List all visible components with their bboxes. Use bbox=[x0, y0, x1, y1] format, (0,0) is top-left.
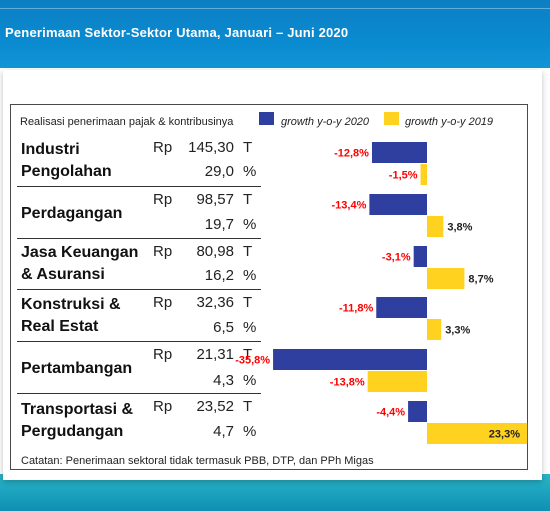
currency-label: Rp bbox=[153, 294, 173, 311]
data-label-2019: 8,7% bbox=[468, 274, 493, 286]
data-label-2020: -4,4% bbox=[376, 407, 405, 419]
bar-2019 bbox=[427, 319, 442, 340]
data-label-2020: -3,1% bbox=[382, 252, 411, 264]
row-separator bbox=[17, 186, 261, 187]
legend-swatch-2019 bbox=[384, 112, 399, 125]
data-label-2019: -13,8% bbox=[330, 377, 365, 389]
currency-label: Rp bbox=[153, 346, 173, 363]
bar-2019 bbox=[367, 371, 427, 392]
bar-2020 bbox=[413, 246, 427, 267]
data-label-2020: -12,8% bbox=[334, 148, 369, 160]
share-value: 4,7 bbox=[213, 423, 234, 440]
header-band bbox=[0, 0, 550, 68]
currency-label: Rp bbox=[153, 139, 173, 156]
sector-name: Industri bbox=[21, 141, 80, 158]
bar-2019 bbox=[427, 423, 528, 444]
revenue-unit: T bbox=[243, 139, 253, 156]
footer-band bbox=[0, 474, 550, 511]
bar-2020 bbox=[408, 401, 427, 422]
share-value: 4,3 bbox=[213, 372, 234, 389]
data-label-2020: -13,4% bbox=[332, 200, 367, 212]
sector-name: Perdagangan bbox=[21, 205, 123, 222]
revenue-value: 23,52 bbox=[196, 398, 234, 415]
legend-label-2020: growth y-o-y 2020 bbox=[281, 116, 370, 128]
page-title: Penerimaan Sektor-Sektor Utama, Januari … bbox=[5, 25, 349, 40]
data-label-2019: 3,8% bbox=[447, 222, 472, 234]
revenue-value: 21,31 bbox=[196, 346, 234, 363]
legend-swatch-2020 bbox=[259, 112, 274, 125]
row-separator bbox=[17, 238, 261, 239]
bar-2020 bbox=[371, 142, 427, 163]
sector-name: Transportasi & bbox=[21, 401, 134, 418]
data-label-2019: 23,3% bbox=[489, 429, 520, 441]
sector-name: Jasa Keuangan bbox=[21, 244, 139, 261]
share-unit: % bbox=[243, 372, 257, 389]
revenue-unit: T bbox=[243, 294, 253, 311]
currency-label: Rp bbox=[153, 398, 173, 415]
share-unit: % bbox=[243, 319, 257, 336]
revenue-unit: T bbox=[243, 191, 253, 208]
sector-name-line2: Pengolahan bbox=[21, 163, 112, 180]
currency-label: Rp bbox=[153, 243, 173, 260]
bar-2019 bbox=[427, 216, 444, 237]
bar-2020 bbox=[369, 194, 427, 215]
data-label-2020: -11,8% bbox=[339, 303, 373, 315]
sector-name: Pertambangan bbox=[21, 360, 133, 377]
footnote: Catatan: Penerimaan sektoral tidak terma… bbox=[21, 455, 374, 467]
sector-name-line2: Real Estat bbox=[21, 318, 99, 335]
revenue-unit: T bbox=[243, 398, 253, 415]
revenue-unit: T bbox=[243, 346, 253, 363]
row-separator bbox=[17, 341, 261, 342]
sector-name-line2: & Asuransi bbox=[21, 266, 105, 283]
sector-name: Konstruksi & bbox=[21, 296, 121, 313]
data-label-2019: 3,3% bbox=[445, 325, 470, 337]
revenue-unit: T bbox=[243, 243, 253, 260]
bar-2020 bbox=[273, 349, 427, 370]
legend-label-2019: growth y-o-y 2019 bbox=[405, 116, 494, 128]
share-value: 29,0 bbox=[204, 163, 234, 180]
row-separator bbox=[17, 393, 261, 394]
revenue-value: 32,36 bbox=[196, 294, 234, 311]
bar-2019 bbox=[427, 268, 465, 289]
data-label-2020: -35,8% bbox=[235, 355, 270, 367]
chart-header-label: Realisasi penerimaan pajak & kontribusin… bbox=[20, 116, 234, 128]
bar-2020 bbox=[376, 297, 427, 318]
share-value: 19,7 bbox=[204, 216, 234, 233]
share-value: 16,2 bbox=[204, 267, 234, 284]
revenue-value: 98,57 bbox=[196, 191, 234, 208]
share-unit: % bbox=[243, 216, 257, 233]
share-unit: % bbox=[243, 163, 257, 180]
data-label-2019: -1,5% bbox=[389, 170, 418, 182]
sector-name-line2: Pergudangan bbox=[21, 423, 124, 440]
share-value: 6,5 bbox=[213, 319, 234, 336]
currency-label: Rp bbox=[153, 191, 173, 208]
share-unit: % bbox=[243, 267, 257, 284]
bar-2019 bbox=[420, 164, 427, 185]
revenue-value: 80,98 bbox=[196, 243, 234, 260]
revenue-value: 145,30 bbox=[188, 139, 234, 156]
row-separator bbox=[17, 289, 261, 290]
share-unit: % bbox=[243, 423, 257, 440]
header-divider bbox=[0, 8, 550, 9]
